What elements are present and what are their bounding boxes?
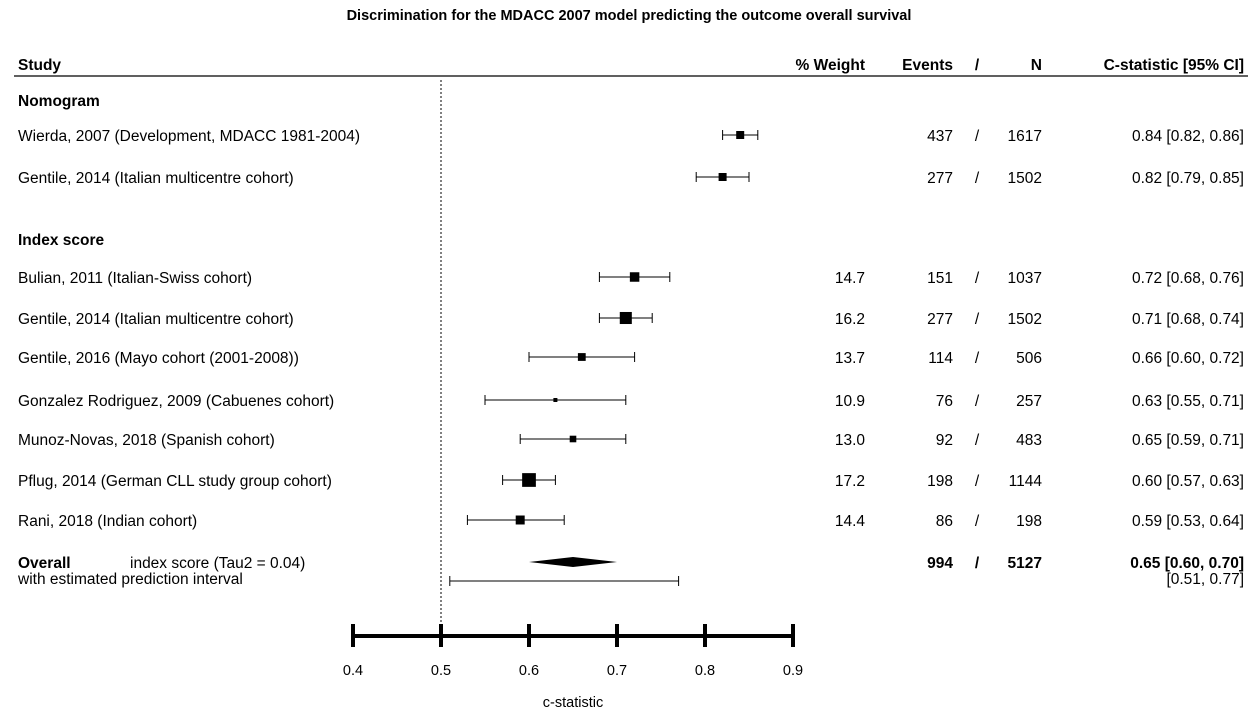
n-value: 1502 <box>1008 170 1042 187</box>
overall-description: index score (Tau2 = 0.04) <box>130 555 305 572</box>
slash-separator: / <box>975 555 980 572</box>
ci-value: 0.63 [0.55, 0.71] <box>1132 393 1244 410</box>
point-estimate <box>569 435 577 443</box>
slash-separator: / <box>975 432 980 449</box>
point-estimate <box>736 131 745 139</box>
study-label: Gentile, 2016 (Mayo cohort (2001-2008)) <box>18 350 299 367</box>
ci-value: 0.84 [0.82, 0.86] <box>1132 128 1244 145</box>
study-label: Gonzalez Rodriguez, 2009 (Cabuenes cohor… <box>18 393 334 410</box>
study-label: Rani, 2018 (Indian cohort) <box>18 513 197 530</box>
n-value: 1617 <box>1008 128 1042 145</box>
weight-value: 16.2 <box>835 311 865 328</box>
ci-value: 0.60 [0.57, 0.63] <box>1132 473 1244 490</box>
n-value: 198 <box>1016 513 1042 530</box>
events-value: 114 <box>928 350 953 367</box>
events-value: 277 <box>927 311 953 328</box>
group-label: Index score <box>18 232 105 249</box>
overall-label: Overall <box>18 555 71 572</box>
study-label: Pflug, 2014 (German CLL study group coho… <box>18 473 332 490</box>
x-tick-label: 0.9 <box>783 663 803 679</box>
slash-separator: / <box>975 270 980 287</box>
study-label: Wierda, 2007 (Development, MDACC 1981-20… <box>18 128 360 145</box>
weight-value: 10.9 <box>835 393 865 410</box>
n-value: 506 <box>1016 350 1042 367</box>
n-value: 483 <box>1016 432 1042 449</box>
ci-value: 0.66 [0.60, 0.72] <box>1132 350 1244 367</box>
point-estimate <box>522 473 536 487</box>
weight-value: 14.7 <box>835 270 865 287</box>
weight-value: 13.7 <box>835 350 865 367</box>
study-label: Gentile, 2014 (Italian multicentre cohor… <box>18 311 294 328</box>
events-value: 92 <box>936 432 953 449</box>
events-value: 277 <box>927 170 953 187</box>
chart-title: Discrimination for the MDACC 2007 model … <box>346 8 912 24</box>
slash-separator: / <box>975 170 980 187</box>
study-label: Bulian, 2011 (Italian-Swiss cohort) <box>18 270 252 287</box>
point-estimate <box>629 272 640 282</box>
group-label: Nomogram <box>18 93 100 110</box>
x-tick-label: 0.7 <box>607 663 627 679</box>
header-slash: / <box>975 57 980 74</box>
point-estimate <box>515 515 525 525</box>
ci-value: 0.71 [0.68, 0.74] <box>1132 311 1244 328</box>
x-tick-label: 0.8 <box>695 663 715 679</box>
slash-separator: / <box>975 393 980 410</box>
n-value: 1144 <box>1009 473 1043 490</box>
overall-ci: 0.65 [0.60, 0.70] <box>1130 555 1244 572</box>
point-estimate <box>577 353 586 361</box>
slash-separator: / <box>975 513 980 530</box>
slash-separator: / <box>975 473 980 490</box>
study-label: Gentile, 2014 (Italian multicentre cohor… <box>18 170 294 187</box>
ci-value: 0.72 [0.68, 0.76] <box>1132 270 1244 287</box>
study-label: Munoz-Novas, 2018 (Spanish cohort) <box>18 432 275 449</box>
overall-events: 994 <box>927 555 953 572</box>
header-study: Study <box>18 57 61 74</box>
header-n: N <box>1031 57 1042 74</box>
header-weight: % Weight <box>796 57 865 74</box>
header-ci: C-statistic [95% CI] <box>1104 57 1244 74</box>
x-tick-label: 0.4 <box>343 663 363 679</box>
header-events: Events <box>902 57 953 74</box>
ci-value: 0.65 [0.59, 0.71] <box>1132 432 1244 449</box>
weight-value: 17.2 <box>835 473 865 490</box>
events-value: 76 <box>936 393 953 410</box>
weight-value: 14.4 <box>835 513 866 530</box>
ci-value: 0.82 [0.79, 0.85] <box>1132 170 1244 187</box>
prediction-interval-label: with estimated prediction interval <box>17 571 243 588</box>
events-value: 151 <box>927 270 953 287</box>
n-value: 1502 <box>1008 311 1042 328</box>
overall-n: 5127 <box>1008 555 1042 572</box>
n-value: 1037 <box>1008 270 1042 287</box>
n-value: 257 <box>1016 393 1042 410</box>
point-estimate <box>619 311 632 325</box>
ci-value: 0.59 [0.53, 0.64] <box>1132 513 1244 530</box>
slash-separator: / <box>975 311 980 328</box>
events-value: 86 <box>936 513 953 530</box>
prediction-interval-value: [0.51, 0.77] <box>1166 571 1244 588</box>
events-value: 198 <box>927 473 953 490</box>
slash-separator: / <box>975 350 980 367</box>
point-estimate <box>553 398 558 402</box>
x-tick-label: 0.6 <box>519 663 539 679</box>
weight-value: 13.0 <box>835 432 866 449</box>
events-value: 437 <box>927 128 953 145</box>
slash-separator: / <box>975 128 980 145</box>
overall-diamond <box>529 557 617 567</box>
point-estimate <box>718 173 727 181</box>
x-axis-title: c-statistic <box>543 695 603 711</box>
x-tick-label: 0.5 <box>431 663 451 679</box>
